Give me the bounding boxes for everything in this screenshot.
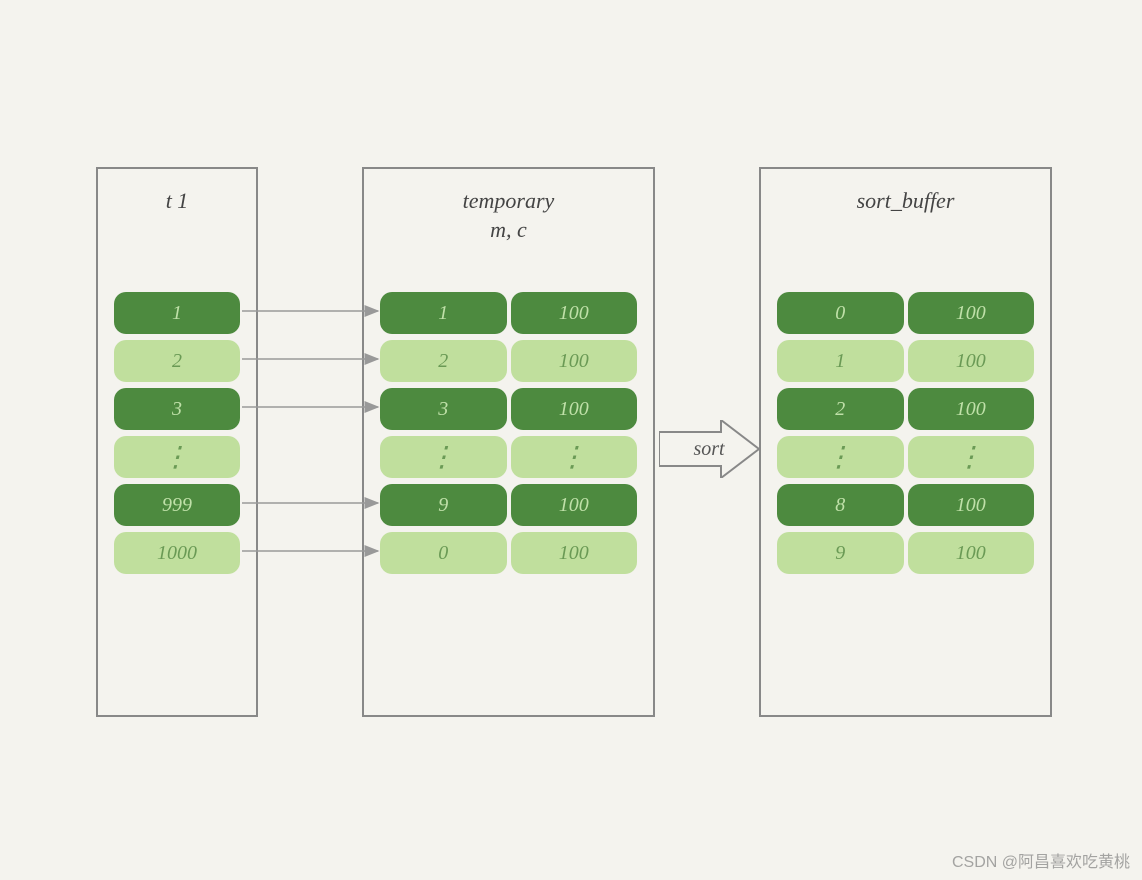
sort-cell-c: 100 — [908, 532, 1035, 574]
sort-row: 9100 — [777, 532, 1034, 574]
temp-cell-c: 100 — [511, 532, 638, 574]
sort-row: 8100 — [777, 484, 1034, 526]
temp-cell-c: 100 — [511, 292, 638, 334]
panel-temporary-title-line1: temporary — [463, 188, 555, 213]
temp-cell-c: 100 — [511, 484, 638, 526]
temp-row: 3100 — [380, 388, 637, 430]
sort-cell-m: 2 — [777, 388, 904, 430]
panel-temporary-title: temporary m, c — [364, 169, 653, 244]
sort-row: 1100 — [777, 340, 1034, 382]
sort-label: sort — [693, 438, 724, 461]
sort-cell-m: 9 — [777, 532, 904, 574]
temp-row: 2100 — [380, 340, 637, 382]
sort-cell-m: 1 — [777, 340, 904, 382]
sort-row: 0100 — [777, 292, 1034, 334]
sort-cell-c: 100 — [908, 340, 1035, 382]
t1-row: 999 — [114, 484, 240, 526]
sort-row: ⋮⋮ — [777, 436, 1034, 478]
sort-cell-c: ⋮ — [908, 436, 1035, 478]
panel-sort-buffer: sort_buffer 010011002100⋮⋮81009100 — [759, 167, 1052, 717]
watermark-text: CSDN @阿昌喜欢吃黄桃 — [952, 848, 1130, 872]
t1-row: ⋮ — [114, 436, 240, 478]
temp-cell-m: 1 — [380, 292, 507, 334]
sort-cell-m: 8 — [777, 484, 904, 526]
sort-row: 2100 — [777, 388, 1034, 430]
t1-row: 1000 — [114, 532, 240, 574]
temp-cell-m: 3 — [380, 388, 507, 430]
sort-cell-m: ⋮ — [777, 436, 904, 478]
panel-temporary-rows: 110021003100⋮⋮91000100 — [364, 292, 653, 574]
sort-arrow: sort — [659, 420, 759, 478]
temp-row: 9100 — [380, 484, 637, 526]
temp-cell-c: ⋮ — [511, 436, 638, 478]
temp-row: 1100 — [380, 292, 637, 334]
temp-cell-m: 0 — [380, 532, 507, 574]
temp-cell-m: 2 — [380, 340, 507, 382]
sort-cell-c: 100 — [908, 292, 1035, 334]
diagram-canvas: t 1 123⋮9991000 temporary m, c 110021003… — [0, 0, 1142, 880]
t1-row: 2 — [114, 340, 240, 382]
temp-cell-m: 9 — [380, 484, 507, 526]
temp-cell-c: 100 — [511, 340, 638, 382]
temp-cell-m: ⋮ — [380, 436, 507, 478]
panel-t1-title: t 1 — [98, 169, 256, 216]
temp-cell-c: 100 — [511, 388, 638, 430]
panel-temporary-title-line2: m, c — [490, 217, 527, 242]
panel-sort-buffer-title: sort_buffer — [761, 169, 1050, 216]
temp-row: ⋮⋮ — [380, 436, 637, 478]
panel-temporary: temporary m, c 110021003100⋮⋮91000100 — [362, 167, 655, 717]
temp-row: 0100 — [380, 532, 637, 574]
panel-t1: t 1 1 2 3 ⋮ 999 1000 — [96, 167, 258, 717]
sort-cell-c: 100 — [908, 388, 1035, 430]
t1-row: 3 — [114, 388, 240, 430]
panel-t1-rows: 1 2 3 ⋮ 999 1000 — [98, 292, 256, 574]
panel-sort-buffer-rows: 010011002100⋮⋮81009100 — [761, 292, 1050, 574]
sort-cell-c: 100 — [908, 484, 1035, 526]
sort-cell-m: 0 — [777, 292, 904, 334]
t1-row: 1 — [114, 292, 240, 334]
